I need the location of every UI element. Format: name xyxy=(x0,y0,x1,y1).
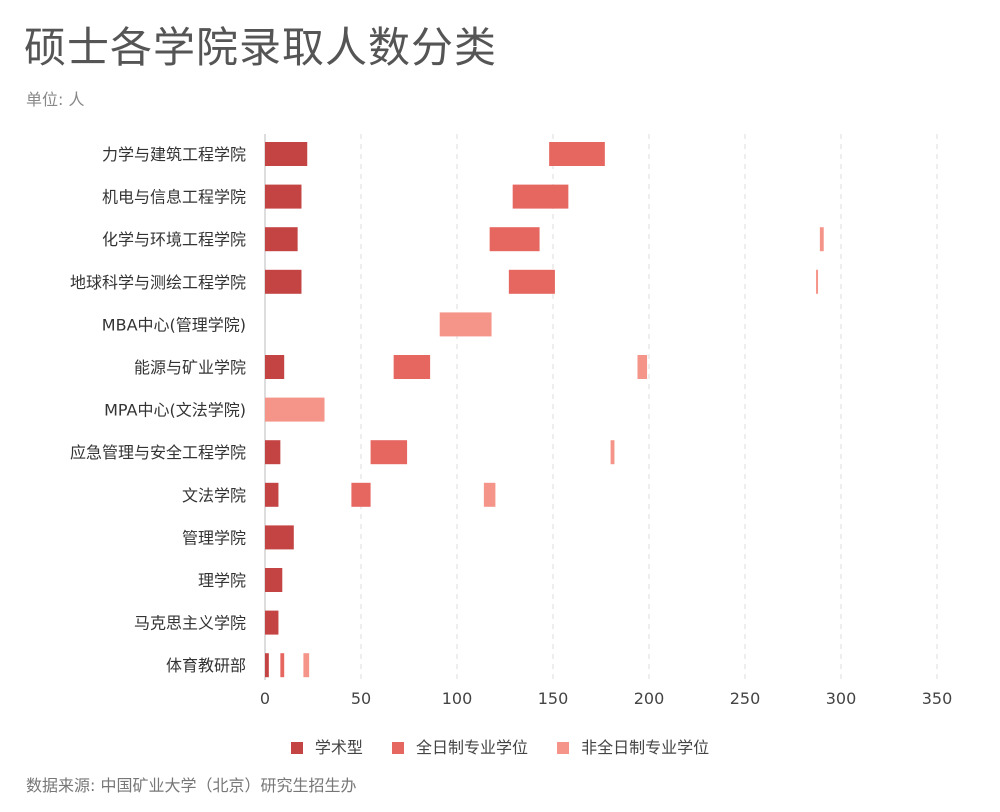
bar-academic xyxy=(265,568,283,592)
x-tick-label-300: 300 xyxy=(826,689,857,708)
x-tick-label-350: 350 xyxy=(922,689,953,708)
bar-academic xyxy=(265,525,294,550)
x-tick-label-200: 200 xyxy=(634,689,665,708)
bar-academic xyxy=(265,610,279,635)
legend-label-academic: 学术型 xyxy=(314,738,363,757)
x-tick-label-0: 0 xyxy=(260,689,270,708)
category-label: 体育教研部 xyxy=(166,656,246,675)
category-label: MPA中心(文法学院) xyxy=(104,401,246,420)
bar-parttime xyxy=(483,482,496,507)
bar-parttime xyxy=(439,312,492,337)
chart-subtitle: 单位: 人 xyxy=(26,90,85,109)
category-label: 理学院 xyxy=(198,571,246,590)
legend-item-academic[interactable]: 学术型 xyxy=(290,734,363,758)
bar-academic xyxy=(265,355,285,379)
x-tick-label-100: 100 xyxy=(442,689,473,708)
bar-parttime xyxy=(265,397,325,422)
category-label: MBA中心(管理学院) xyxy=(102,315,246,334)
legend-swatch-academic xyxy=(290,742,303,754)
bar-parttime xyxy=(610,440,615,465)
category-label: 机电与信息工程学院 xyxy=(102,188,246,207)
x-tick-label-150: 150 xyxy=(538,689,569,708)
bar-academic xyxy=(265,440,281,465)
bar-academic xyxy=(265,184,302,209)
legend-swatch-fulltime xyxy=(391,742,404,754)
chart-title: 硕士各学院录取人数分类 xyxy=(24,23,498,72)
bar-academic xyxy=(265,227,298,252)
x-tick-label-250: 250 xyxy=(730,689,761,708)
bar-fulltime xyxy=(489,227,540,252)
bar-parttime xyxy=(637,355,648,379)
legend-item-parttime[interactable]: 非全日制专业学位 xyxy=(557,734,709,758)
legend-label-parttime: 非全日制专业学位 xyxy=(581,738,710,757)
bar-parttime xyxy=(303,653,310,678)
legend-label-fulltime: 全日制专业学位 xyxy=(415,738,528,757)
bar-fulltime xyxy=(393,355,431,379)
bar-fulltime xyxy=(508,269,555,294)
legend-item-fulltime[interactable]: 全日制专业学位 xyxy=(391,734,528,758)
x-tick-label-50: 50 xyxy=(351,689,371,708)
category-label: 能源与矿业学院 xyxy=(134,358,246,377)
bar-fulltime xyxy=(351,482,371,507)
bar-academic xyxy=(265,269,302,294)
bar-parttime xyxy=(819,227,824,252)
category-label: 应急管理与安全工程学院 xyxy=(70,443,246,462)
bar-chart: 0 50 100 150 200 250 300 350 力学与建筑工程学院机电与信息工程学院化… xyxy=(70,134,953,708)
category-label: 化学与环境工程学院 xyxy=(102,230,246,249)
bar-fulltime xyxy=(512,184,569,209)
category-label: 力学与建筑工程学院 xyxy=(102,145,246,164)
bar-academic xyxy=(265,653,269,678)
bar-academic xyxy=(265,142,308,166)
category-label: 文法学院 xyxy=(182,486,246,505)
category-label: 管理学院 xyxy=(182,528,246,547)
bar-fulltime xyxy=(280,653,285,678)
category-label: 马克思主义学院 xyxy=(134,614,246,633)
bar-academic xyxy=(265,482,279,507)
legend: 学术型 全日制专业学位 非全日制专业学位 xyxy=(0,734,1000,758)
legend-swatch-parttime xyxy=(557,742,570,754)
bar-parttime xyxy=(816,269,819,294)
category-label: 地球科学与测绘工程学院 xyxy=(70,273,246,292)
data-source: 数据来源: 中国矿业大学（北京）研究生招生办 xyxy=(26,776,357,795)
bar-fulltime xyxy=(549,142,605,166)
bar-fulltime xyxy=(370,440,408,465)
